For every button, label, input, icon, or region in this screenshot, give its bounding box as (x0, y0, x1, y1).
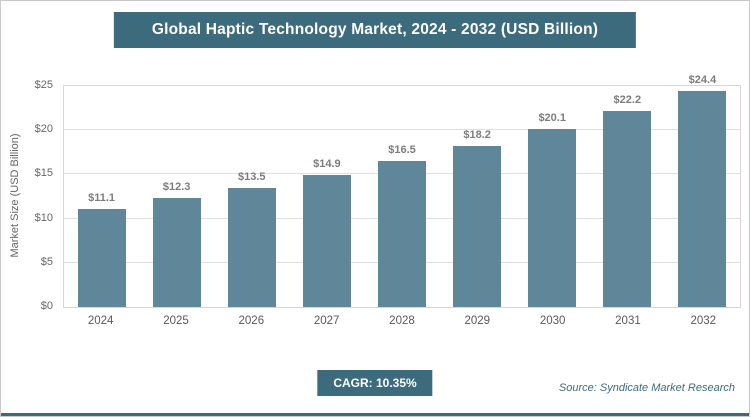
bar-cell: $12.3 (139, 86, 214, 307)
bar-value-label: $14.9 (313, 158, 341, 171)
x-tick-label: 2025 (163, 315, 189, 327)
cagr-badge: CAGR: 10.35% (317, 370, 433, 396)
x-tick-label: 2027 (313, 315, 340, 327)
x-tick-label: 2028 (389, 315, 415, 327)
bar-cell: $14.9 (289, 86, 364, 307)
bottom-accent-strip (1, 413, 749, 416)
plot-area: $11.1 $12.3 $13.5 $14.9 $16.5 $18.2 $20.1 $22.2… (63, 74, 741, 308)
bar-value-label: $20.1 (538, 112, 566, 125)
x-tick-label: 2029 (464, 315, 491, 327)
y-tick-label: $5 (40, 255, 53, 268)
y-tick-label: $15 (34, 167, 53, 180)
bar-value-label: $24.4 (688, 74, 717, 87)
x-tick-label: 2024 (87, 315, 114, 327)
bar-2024: $11.1 (77, 192, 126, 307)
gridline (64, 129, 740, 131)
source-note: Source: Syndicate Market Research (558, 382, 735, 394)
bar-2032: $24.4 (678, 74, 727, 307)
bar-2026: $13.5 (227, 171, 276, 307)
bar-cell: $22.2 (590, 86, 665, 307)
bar-cell: $18.2 (440, 86, 515, 307)
bar-value-label: $12.3 (162, 181, 191, 194)
bar-value-label: $22.2 (613, 93, 642, 106)
bar-cell: $16.5 (364, 86, 439, 307)
bar-value-label: $16.5 (388, 144, 416, 157)
y-tick-label: $25 (34, 79, 53, 91)
bar-series: $11.1 $12.3 $13.5 $14.9 $16.5 $18.2 $20.1 $22.2… (64, 74, 740, 307)
x-tick-label: 2031 (615, 315, 641, 327)
bar-cell: $13.5 (214, 86, 289, 307)
bar-2028: $16.5 (377, 144, 427, 307)
bar-value-label: $13.5 (238, 170, 266, 183)
bar-cell: $11.1 (64, 86, 139, 307)
bar-cell: $24.4 (665, 74, 740, 307)
bar-2030: $20.1 (528, 112, 577, 307)
y-tick-label: $10 (34, 211, 53, 224)
bar-2025: $12.3 (152, 181, 201, 307)
bar-2031: $22.2 (603, 94, 652, 307)
bar-2029: $18.2 (453, 129, 502, 307)
x-tick-label: 2026 (238, 315, 265, 327)
chart-title: Global Haptic Technology Market, 2024 - … (113, 12, 637, 48)
x-axis-labels: 2024 2025 2026 2027 2028 2029 2030 2031 2032 (63, 315, 741, 327)
y-tick-label: $0 (40, 300, 53, 312)
bar-value-label: $18.2 (463, 129, 491, 142)
bar-cell: $20.1 (515, 86, 590, 307)
y-tick-label: $20 (34, 123, 53, 136)
y-axis-ticks: $0 $5 $10 $15 $20 $25 (15, 79, 59, 312)
bar-2027: $14.9 (302, 158, 351, 307)
bar-value-label: $11.1 (88, 191, 116, 204)
x-tick-label: 2030 (539, 315, 566, 327)
x-tick-label: 2032 (690, 315, 717, 327)
